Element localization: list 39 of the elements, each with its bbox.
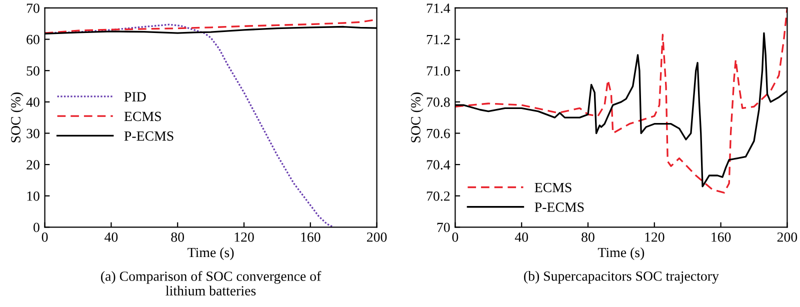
y-tick-label: 71.0 [426, 66, 450, 76]
x-tick-label: 160 [712, 232, 731, 242]
x-axis-title: Time (s) [598, 247, 644, 260]
x-tick-label: 120 [234, 232, 254, 242]
y-tick-label: 71.4 [426, 4, 450, 13]
x-tick-label: 80 [582, 232, 594, 242]
x-tick-label: 40 [514, 232, 528, 242]
y-tick-label: 0 [34, 222, 40, 232]
y-tick-label: 50 [26, 66, 40, 76]
x-axis-title: Time (s) [188, 247, 234, 260]
legend-label: PID [124, 92, 146, 102]
y-tick-label: 70.8 [426, 98, 450, 107]
legend-label: ECMS [534, 182, 572, 192]
y-tick-label: 70 [26, 4, 40, 13]
legend-label: P-ECMS [534, 202, 584, 212]
x-tick-label: 0 [452, 232, 458, 242]
x-tick-label: 120 [645, 232, 664, 242]
x-tick-label: 80 [171, 232, 184, 242]
y-axis-title: SOC (%) [410, 92, 424, 142]
y-tick-label: 70.4 [426, 160, 450, 170]
y-tick-label: 60 [26, 34, 40, 44]
x-tick-label: 40 [104, 232, 118, 242]
x-tick-label: 160 [301, 232, 320, 242]
text: (a) Comparison of SOC convergence of lithium batteries [101, 271, 322, 296]
y-axis-title: SOC (%) [10, 92, 24, 142]
y-tick-label: 10 [27, 191, 40, 201]
y-tick-label: 70.6 [426, 128, 450, 138]
x-tick-label: 200 [777, 232, 798, 242]
y-tick-label: 20 [26, 160, 40, 170]
y-tick-label: 30 [26, 128, 40, 138]
y-tick-label: 71.2 [426, 34, 450, 44]
y-tick-label: 40 [26, 98, 40, 107]
x-tick-label: 0 [42, 232, 48, 242]
text: (b) Supercapacitors SOC trajectory [524, 271, 719, 284]
legend-label: P-ECMS [124, 131, 174, 141]
y-tick-label: 70 [437, 222, 450, 232]
legend-label: ECMS [124, 112, 161, 122]
y-tick-label: 70.2 [426, 191, 450, 201]
x-tick-label: 200 [366, 232, 387, 242]
